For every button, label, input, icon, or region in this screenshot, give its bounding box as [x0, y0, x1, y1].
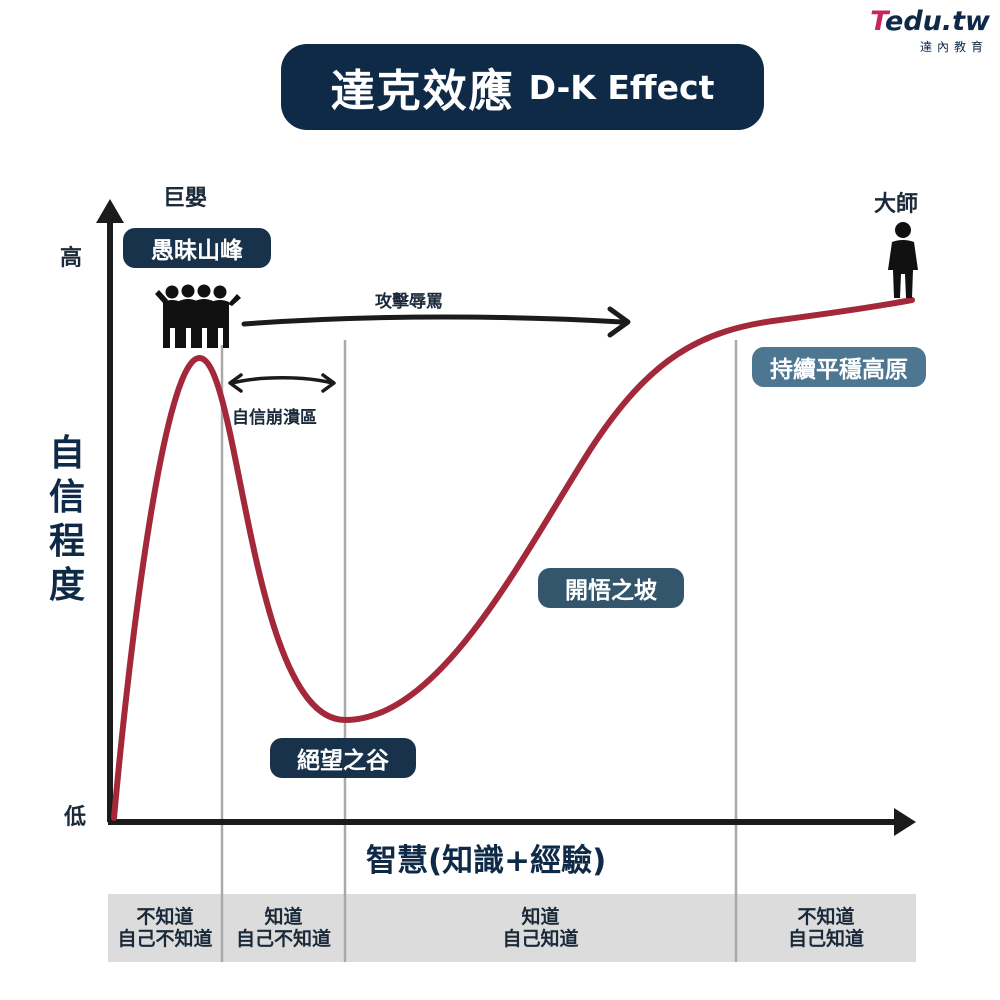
- title-english: D-K Effect: [528, 67, 715, 107]
- collapse-arrow-right-icon: [321, 373, 336, 393]
- attack-arrow-head-icon: [607, 306, 631, 338]
- x-axis-arrow-icon: [894, 808, 916, 836]
- crowd-icon: [155, 284, 241, 348]
- label-attack: 攻擊辱罵: [375, 292, 443, 312]
- master-person-icon: [888, 222, 918, 298]
- dk-curve: [111, 297, 915, 821]
- zone-unconscious-competence: 不知道 自己知道: [787, 906, 864, 950]
- zone-conscious-incompetence: 知道 自己不知道: [235, 906, 331, 950]
- peak-badge: 愚昧山峰: [123, 228, 271, 268]
- title-banner: 達克效應 D-K Effect: [281, 44, 764, 130]
- label-infant: 巨嬰: [163, 186, 208, 211]
- y-axis-low-label: 低: [64, 805, 87, 830]
- zone-conscious-competence: 知道 自己知道: [502, 906, 579, 950]
- x-axis-label: 智慧(知識+經驗): [366, 843, 607, 879]
- attack-arrow: [241, 314, 625, 327]
- logo-subtitle: 達內教育: [919, 40, 988, 54]
- collapse-double-arrow: [230, 376, 334, 385]
- title-chinese: 達克效應: [330, 66, 515, 117]
- zones-bar: 不知道 自己不知道 知道 自己不知道 知道 自己知道 不知道 自己知道: [108, 894, 916, 962]
- y-axis-label: 自信程度: [48, 433, 85, 606]
- label-master: 大師: [874, 192, 919, 217]
- tedu-logo: Tedu.tw 達內教育: [862, 6, 990, 56]
- logo-brand: Tedu.tw: [870, 6, 990, 37]
- plateau-badge: 持續平穩高原: [752, 347, 926, 387]
- y-axis-high-label: 高: [60, 246, 83, 271]
- valley-badge: 絕望之谷: [270, 738, 416, 778]
- zone-unconscious-incompetence: 不知道 自己不知道: [117, 906, 213, 950]
- y-axis-arrow-icon: [96, 199, 124, 223]
- slope-badge: 開悟之坡: [538, 568, 684, 608]
- label-collapse-zone: 自信崩潰區: [232, 408, 317, 428]
- collapse-arrow-left-icon: [228, 373, 243, 393]
